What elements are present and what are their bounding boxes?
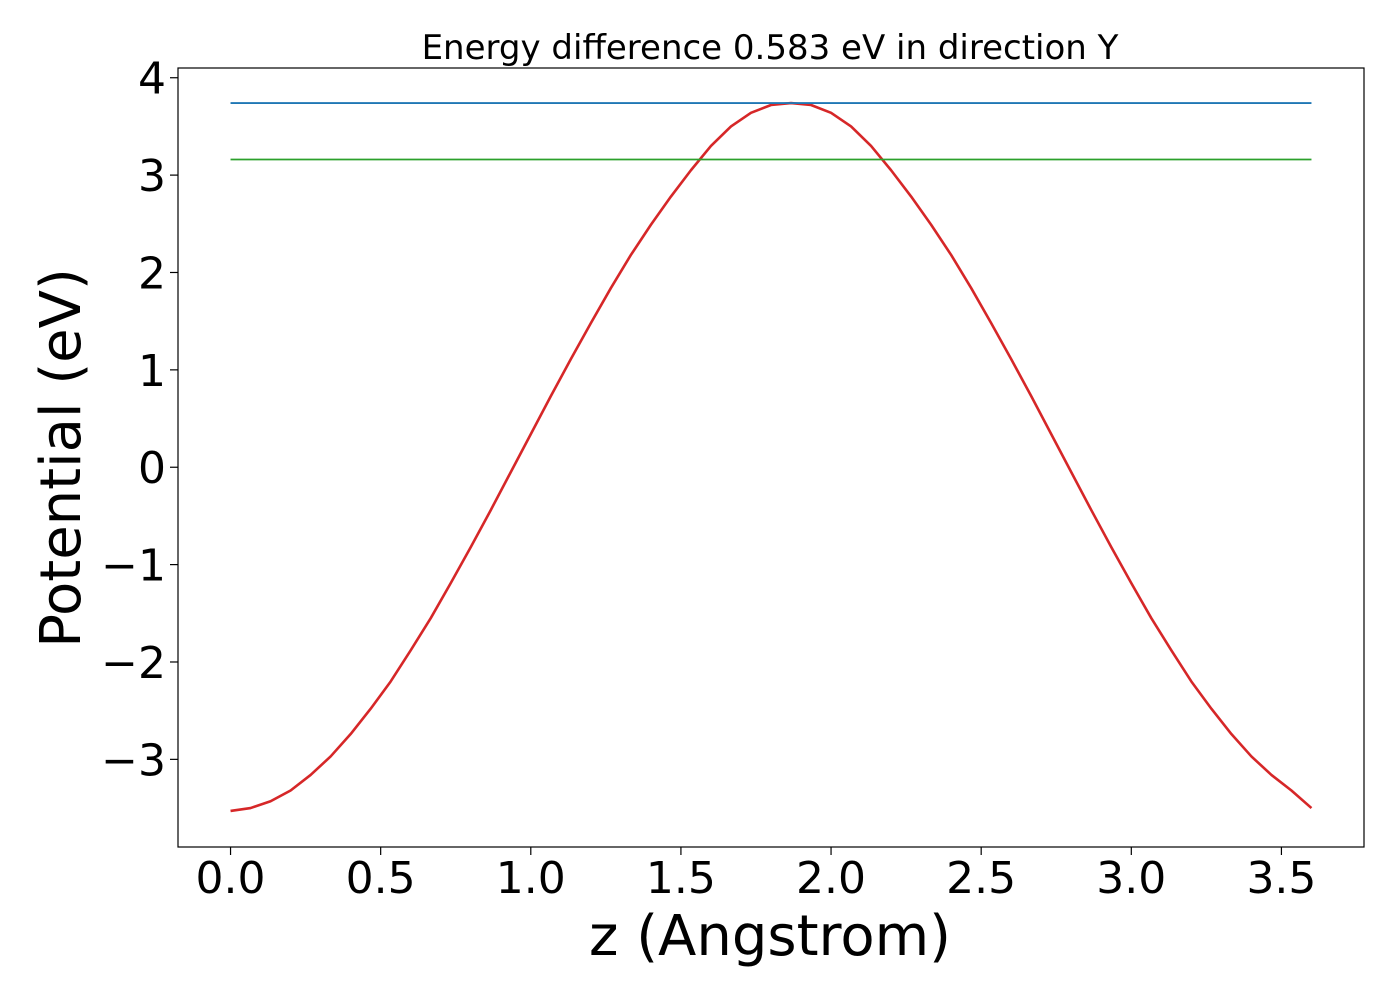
y-tick-label: −3	[101, 735, 166, 786]
x-tick-label: 2.5	[946, 853, 1016, 904]
y-tick-label: 0	[138, 443, 166, 494]
y-tick-label: 1	[138, 346, 166, 397]
x-axis-label: z (Angstrom)	[589, 904, 951, 969]
plot-frame	[177, 67, 1365, 848]
x-tick-label: 0.0	[196, 853, 266, 904]
y-tick-label: 2	[138, 248, 166, 299]
x-tick-label: 1.5	[646, 853, 716, 904]
y-tick-label: −2	[101, 638, 166, 689]
x-tick-label: 2.0	[796, 853, 866, 904]
potential-curve-line	[230, 101, 1313, 813]
y-axis: −3 −2 −1 0 1 2 3 4	[101, 54, 178, 786]
y-axis-label: Potential (eV)	[29, 268, 94, 648]
x-tick-label: 0.5	[346, 853, 416, 904]
x-tick-label: 1.0	[496, 853, 566, 904]
y-tick-label: 3	[138, 151, 166, 202]
chart-title: Energy difference 0.583 eV in direction …	[422, 28, 1119, 68]
plot-area	[230, 101, 1313, 813]
x-tick-label: 3.5	[1246, 853, 1316, 904]
x-tick-label: 3.0	[1096, 853, 1166, 904]
x-axis: 0.0 0.5 1.0 1.5 2.0 2.5 3.0 3.5	[196, 847, 1316, 904]
y-tick-label: 4	[138, 54, 166, 105]
y-tick-label: −1	[101, 541, 166, 592]
